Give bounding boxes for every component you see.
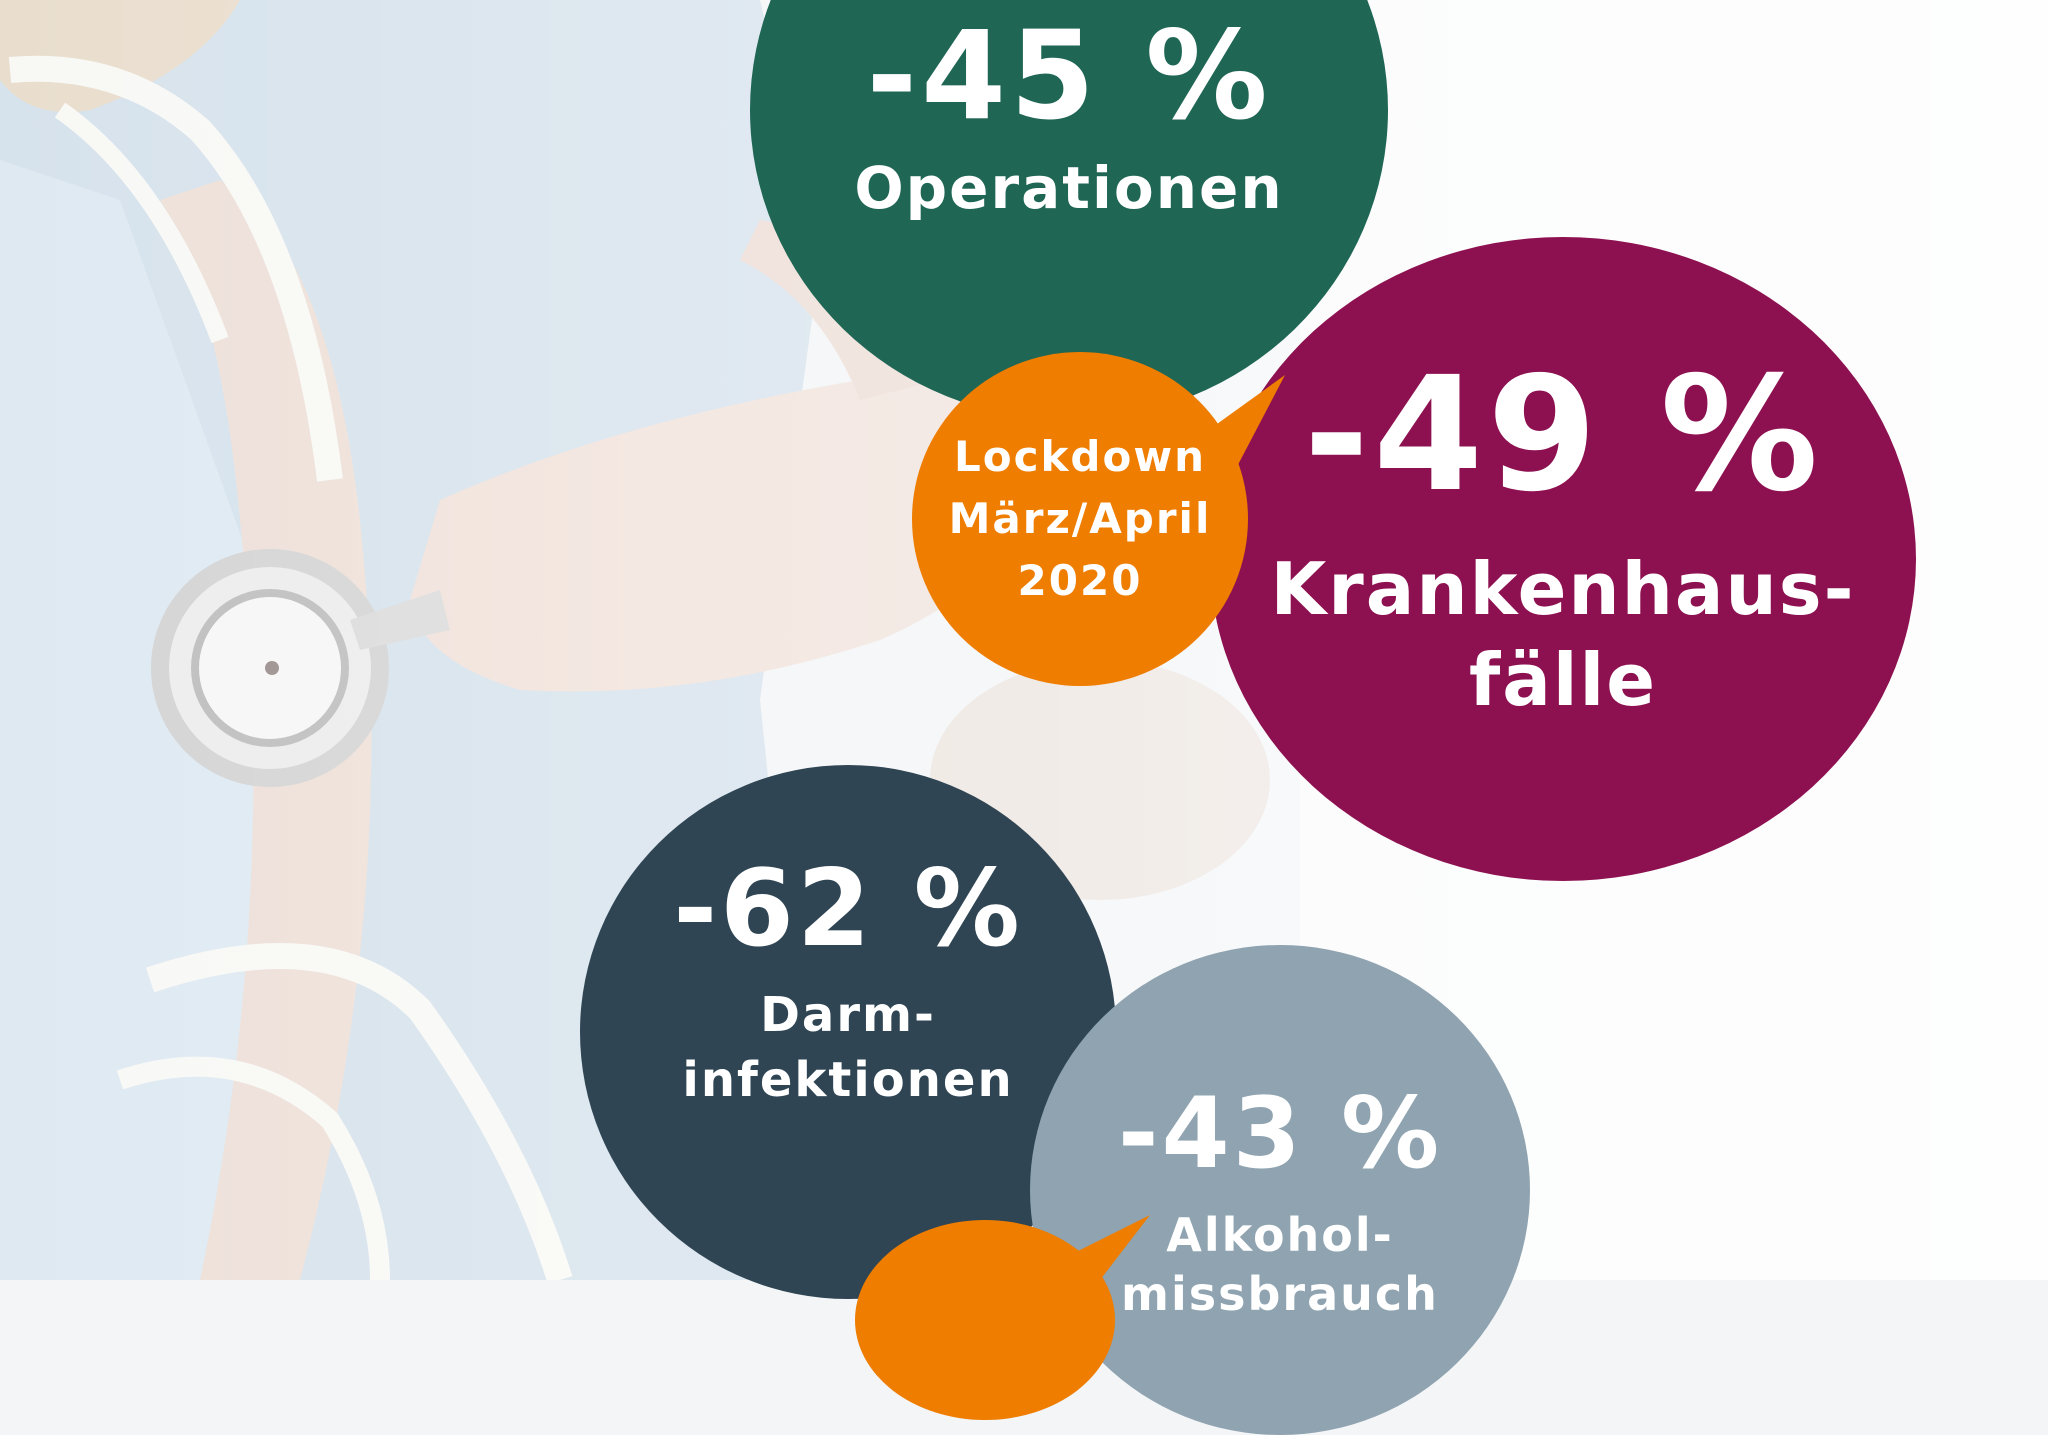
alcohol-percent: -43 % <box>1117 1077 1443 1191</box>
bubble-lockdown-bottom <box>855 1220 1115 1420</box>
operations-percent: -45 % <box>866 5 1272 147</box>
alcohol-label-line2: missbrauch <box>1121 1266 1439 1321</box>
intestinal-percent: -62 % <box>673 846 1023 970</box>
hospital-percent: -49 % <box>1303 343 1823 528</box>
lockdown-line2: März/April <box>948 493 1212 543</box>
bubble-intestinal-infections: -62 % Darm- infektionen <box>580 765 1116 1299</box>
hospital-label-line2: fälle <box>1468 638 1658 722</box>
operations-label: Operationen <box>854 154 1284 222</box>
lockdown-line1: Lockdown <box>953 431 1207 481</box>
bubble-lockdown-top: Lockdown März/April 2020 <box>912 352 1248 686</box>
intestinal-label-line2: infektionen <box>682 1052 1014 1108</box>
hospital-label-line1: Krankenhaus- <box>1270 547 1856 632</box>
lockdown-line3: 2020 <box>1017 556 1143 606</box>
bubble-alcohol-abuse: -43 % Alkohol- missbrauch <box>1030 945 1530 1435</box>
bubble-hospital-cases: -49 % Krankenhaus- fälle <box>1210 237 1916 881</box>
alcohol-label-line1: Alkohol- <box>1166 1208 1394 1262</box>
intestinal-label-line1: Darm- <box>760 986 936 1043</box>
